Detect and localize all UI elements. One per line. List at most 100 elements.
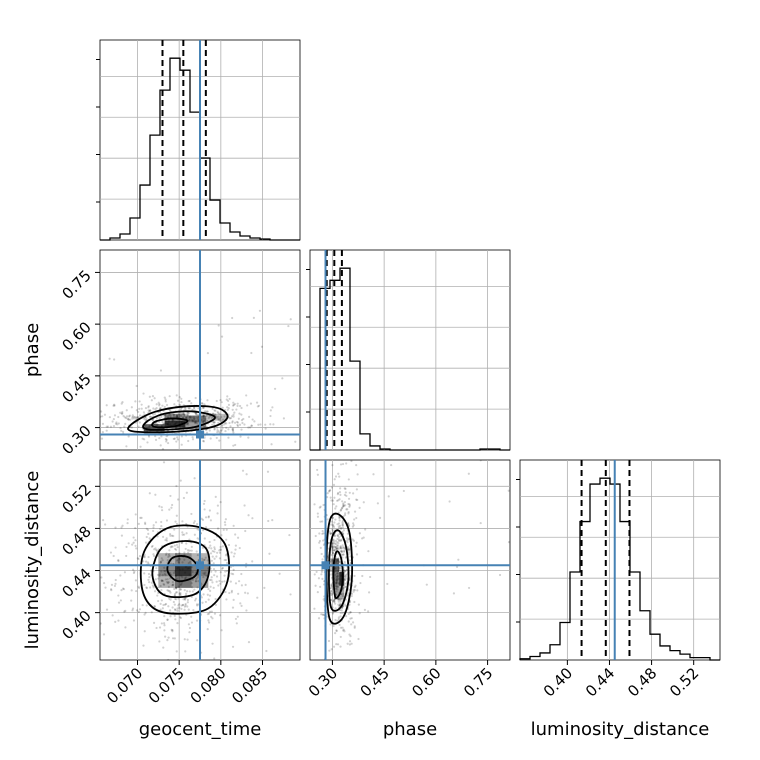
sample-point <box>146 528 150 532</box>
sample-point <box>162 646 165 649</box>
sample-point <box>339 487 342 490</box>
sample-point <box>173 597 177 601</box>
sample-point <box>170 506 173 509</box>
sample-point <box>349 562 352 565</box>
sample-point <box>346 594 350 597</box>
sample-point <box>349 634 352 638</box>
sample-point <box>159 602 162 605</box>
sample-point <box>342 628 345 631</box>
sample-point <box>160 622 163 625</box>
sample-point <box>161 509 164 512</box>
y-tick-label-luminosity_distance: 0.40 <box>58 607 94 643</box>
sample-point <box>232 524 235 527</box>
sample-point <box>114 526 117 529</box>
sample-point <box>146 441 149 444</box>
sample-point <box>208 546 211 549</box>
sample-point <box>347 592 350 595</box>
sample-point <box>328 649 331 652</box>
sample-point <box>200 402 203 405</box>
sample-point <box>202 558 206 561</box>
sample-point <box>165 580 169 584</box>
sample-point <box>208 415 211 418</box>
sample-point <box>329 489 332 492</box>
sample-point <box>186 598 190 602</box>
sample-point <box>159 444 162 447</box>
sample-point <box>125 409 128 412</box>
sample-point <box>340 527 343 530</box>
sample-point <box>216 527 220 530</box>
sample-point <box>109 425 113 428</box>
sample-point <box>163 566 166 569</box>
sample-point <box>131 568 135 571</box>
sample-point <box>352 524 355 527</box>
sample-point <box>232 598 235 601</box>
sample-point <box>134 544 137 548</box>
sample-point <box>220 429 223 433</box>
sample-point <box>90 405 92 407</box>
sample-point <box>313 503 316 506</box>
sample-point <box>169 615 172 618</box>
sample-point <box>287 324 290 328</box>
sample-point <box>345 615 348 618</box>
sample-point <box>235 408 238 411</box>
sample-point <box>216 428 219 432</box>
sample-point <box>108 416 111 419</box>
sample-point <box>213 548 216 551</box>
sample-point <box>166 559 169 562</box>
sample-point <box>233 421 237 424</box>
sample-point <box>321 539 325 542</box>
sample-point <box>336 643 340 646</box>
sample-point <box>341 524 344 527</box>
sample-point <box>342 553 345 556</box>
sample-point <box>175 548 178 551</box>
sample-point <box>336 534 339 537</box>
sample-point <box>112 424 116 428</box>
truth-marker <box>196 561 204 570</box>
density-cell <box>158 576 175 588</box>
sample-point <box>334 607 337 610</box>
sample-point <box>173 603 176 606</box>
sample-point <box>320 570 324 573</box>
scatter-panel-phase-vs-geocent_time <box>90 250 300 450</box>
sample-point <box>330 648 333 651</box>
y-tick-label-luminosity_distance: 0.48 <box>58 523 94 559</box>
sample-point <box>162 579 165 582</box>
sample-point <box>167 581 170 584</box>
sample-point <box>348 505 351 508</box>
sample-point <box>120 412 123 415</box>
sample-point <box>163 569 166 573</box>
sample-point <box>196 586 199 589</box>
sample-point <box>337 616 340 619</box>
sample-point <box>171 583 174 587</box>
sample-point <box>177 412 180 416</box>
sample-point <box>222 528 225 531</box>
sample-point <box>245 394 248 397</box>
sample-point <box>327 639 331 643</box>
sample-point <box>122 414 125 418</box>
sample-point <box>146 561 150 564</box>
sample-point <box>114 422 118 425</box>
sample-point <box>188 626 192 630</box>
sample-point <box>185 532 188 535</box>
sample-point <box>218 549 221 552</box>
sample-point <box>207 621 211 624</box>
sample-point <box>144 541 148 544</box>
sample-point <box>168 549 171 552</box>
sample-point <box>226 561 229 565</box>
sample-point <box>225 398 228 401</box>
sample-point <box>209 519 212 522</box>
sample-point <box>152 529 155 533</box>
sample-point <box>176 399 180 402</box>
sample-point <box>180 604 183 607</box>
sample-point <box>333 496 336 499</box>
sample-point <box>132 571 136 575</box>
sample-point <box>361 537 364 540</box>
sample-point <box>134 539 137 542</box>
sample-point <box>498 573 502 577</box>
sample-point <box>182 496 186 500</box>
sample-point <box>179 588 182 591</box>
sample-point <box>342 546 345 549</box>
sample-point <box>206 628 209 631</box>
sample-point <box>246 592 249 595</box>
sample-point <box>217 421 220 424</box>
